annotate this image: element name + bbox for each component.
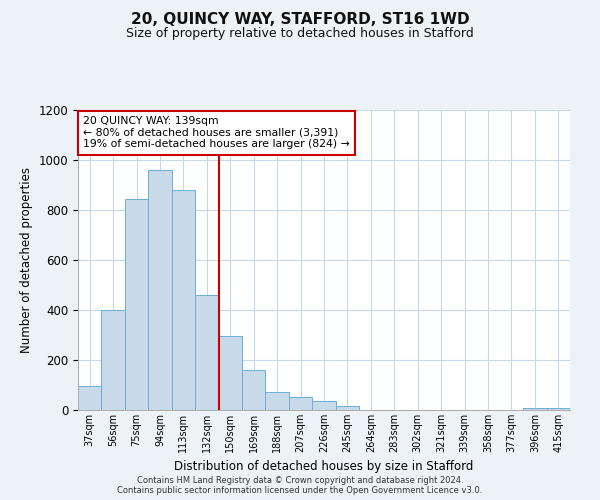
Bar bbox=[242, 370, 265, 410]
Text: Contains HM Land Registry data © Crown copyright and database right 2024.: Contains HM Land Registry data © Crown c… bbox=[137, 476, 463, 485]
X-axis label: Distribution of detached houses by size in Stafford: Distribution of detached houses by size … bbox=[175, 460, 473, 473]
Bar bbox=[195, 295, 218, 410]
Bar bbox=[336, 406, 359, 410]
Bar bbox=[172, 190, 195, 410]
Y-axis label: Number of detached properties: Number of detached properties bbox=[20, 167, 33, 353]
Bar bbox=[312, 401, 336, 410]
Bar bbox=[265, 392, 289, 410]
Text: Size of property relative to detached houses in Stafford: Size of property relative to detached ho… bbox=[126, 28, 474, 40]
Bar bbox=[547, 408, 570, 410]
Text: 20, QUINCY WAY, STAFFORD, ST16 1WD: 20, QUINCY WAY, STAFFORD, ST16 1WD bbox=[131, 12, 469, 28]
Text: Contains public sector information licensed under the Open Government Licence v3: Contains public sector information licen… bbox=[118, 486, 482, 495]
Bar bbox=[148, 170, 172, 410]
Bar bbox=[218, 336, 242, 410]
Bar bbox=[78, 386, 101, 410]
Bar bbox=[101, 310, 125, 410]
Bar bbox=[289, 397, 312, 410]
Text: 20 QUINCY WAY: 139sqm
← 80% of detached houses are smaller (3,391)
19% of semi-d: 20 QUINCY WAY: 139sqm ← 80% of detached … bbox=[83, 116, 350, 149]
Bar bbox=[125, 198, 148, 410]
Bar bbox=[523, 408, 547, 410]
